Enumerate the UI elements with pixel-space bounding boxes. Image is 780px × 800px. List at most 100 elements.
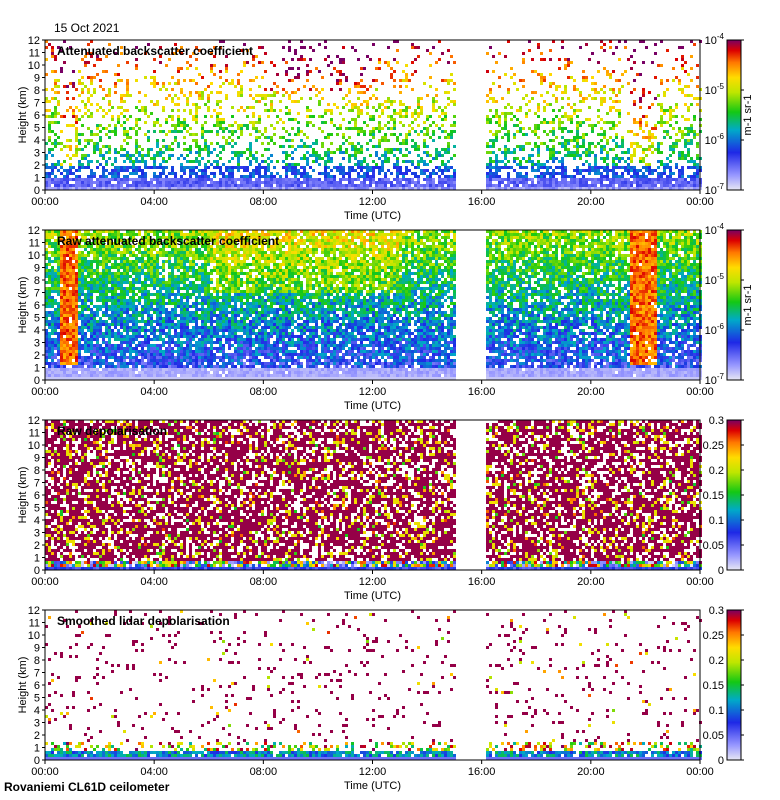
y-tick-label: 12 [28,605,40,617]
y-tick-label: 1 [34,363,40,375]
y-tick-label: 6 [34,490,40,502]
y-tick-label: 10 [28,630,40,642]
y-tick-label: 5 [34,123,40,135]
y-tick-label: 2 [34,160,40,172]
x-tick-label: 04:00 [140,766,168,778]
panel-title: Attenuated backscatter coefficient [57,44,253,58]
x-tick-label: 12:00 [359,196,387,208]
colorbar-tick-label: 0.1 [709,705,724,717]
x-tick-label: 08:00 [250,386,278,398]
y-tick-label: 4 [34,325,40,337]
x-tick-label: 00:00 [31,196,59,208]
colorbar-tick-label: 0.15 [703,680,724,692]
colorbar-tick-label: 0.25 [703,440,724,452]
x-tick-label: 00:00 [686,576,714,588]
y-tick-label: 12 [28,415,40,427]
x-tick-label: 04:00 [140,196,168,208]
y-tick-label: 3 [34,718,40,730]
colorbar-gradient [727,40,741,190]
y-tick-label: 8 [34,275,40,287]
colorbar-unit: m-1 sr-1 [742,285,754,326]
y-tick-label: 1 [34,743,40,755]
y-tick-label: 9 [34,73,40,85]
x-axis-label: Time (UTC) [344,210,401,222]
x-tick-label: 00:00 [686,766,714,778]
y-tick-label: 11 [29,238,40,250]
colorbar-tick-label: 0 [718,755,724,767]
colorbar-tick-label: 10-7 [705,182,725,197]
y-tick-label: 6 [34,110,40,122]
y-tick-label: 1 [34,173,40,185]
y-tick-label: 8 [34,85,40,97]
x-axis-label: Time (UTC) [344,590,401,602]
colorbar-tick-label: 0 [718,565,724,577]
x-tick-label: 16:00 [468,766,496,778]
colorbar-tick-label: 0.2 [709,655,724,667]
y-tick-label: 5 [34,693,40,705]
y-axis-label: Height (km) [17,657,29,714]
panel-title: Raw depolarisation [57,424,167,438]
y-tick-label: 5 [34,313,40,325]
x-tick-label: 08:00 [250,196,278,208]
colorbar-tick-label: 0.05 [703,730,724,742]
x-tick-label: 20:00 [577,576,605,588]
y-tick-label: 3 [34,528,40,540]
y-axis-label: Height (km) [17,277,29,334]
colorbar-tick-label: 10-6 [705,322,725,337]
x-tick-label: 08:00 [250,766,278,778]
x-tick-label: 00:00 [31,766,59,778]
x-tick-label: 04:00 [140,386,168,398]
y-tick-label: 10 [28,440,40,452]
y-tick-label: 7 [34,288,40,300]
colorbar-tick-label: 10-5 [705,82,725,97]
colorbar-gradient [727,420,741,570]
y-tick-label: 9 [34,453,40,465]
plot-area [45,610,700,760]
y-tick-label: 7 [34,98,40,110]
colorbar: 00.050.10.150.20.250.3 [703,415,744,577]
x-tick-label: 16:00 [468,576,496,588]
colorbar-tick-label: 0.2 [709,465,724,477]
colorbar-tick-label: 0.15 [703,490,724,502]
panel-title: Smoothed lidar depolarisation [57,614,230,628]
colorbar-tick-label: 0.1 [709,515,724,527]
colorbar-tick-label: 10-7 [705,372,725,387]
x-tick-label: 16:00 [468,196,496,208]
x-tick-label: 00:00 [31,576,59,588]
y-tick-label: 7 [34,478,40,490]
y-tick-label: 3 [34,148,40,160]
colorbar-gradient [727,230,741,380]
y-tick-label: 9 [34,643,40,655]
y-tick-label: 3 [34,338,40,350]
x-tick-label: 00:00 [31,386,59,398]
x-tick-label: 16:00 [468,386,496,398]
x-tick-label: 20:00 [577,766,605,778]
y-tick-label: 12 [28,35,40,47]
x-tick-label: 12:00 [359,386,387,398]
colorbar-unit: m-1 sr-1 [742,95,754,136]
y-tick-label: 6 [34,680,40,692]
y-tick-label: 5 [34,503,40,515]
colorbar-gradient [727,610,741,760]
y-tick-label: 10 [28,60,40,72]
x-tick-label: 04:00 [140,576,168,588]
y-tick-label: 7 [34,668,40,680]
colorbar-tick-label: 10-6 [705,132,725,147]
y-tick-label: 1 [34,553,40,565]
y-tick-label: 11 [29,48,40,60]
colorbar-tick-label: 0.3 [709,415,724,427]
colorbar-tick-label: 0.25 [703,630,724,642]
x-axis-label: Time (UTC) [344,780,401,792]
colorbar-tick-label: 10-5 [705,272,725,287]
y-tick-label: 4 [34,705,40,717]
y-tick-label: 8 [34,655,40,667]
colorbar: 10-710-610-510-4m-1 sr-1 [705,222,754,387]
y-tick-label: 2 [34,540,40,552]
panel-title: Raw attenuated backscatter coefficient [57,234,279,248]
y-tick-label: 11 [29,618,40,630]
x-tick-label: 20:00 [577,386,605,398]
instrument-footer: Rovaniemi CL61D ceilometer [4,780,169,794]
colorbar: 00.050.10.150.20.250.3 [703,605,744,767]
